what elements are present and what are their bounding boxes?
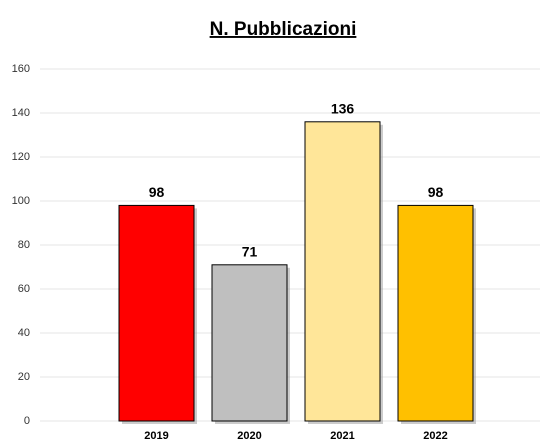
y-tick-label: 20 xyxy=(18,371,30,383)
x-tick-label: 2020 xyxy=(237,430,261,442)
x-tick-label: 2021 xyxy=(330,430,354,442)
bar xyxy=(118,204,195,422)
y-tick-label: 160 xyxy=(12,63,30,75)
value-label: 98 xyxy=(149,184,165,200)
x-tick-label: 2022 xyxy=(423,430,447,442)
bar xyxy=(304,121,381,422)
value-label: 71 xyxy=(242,244,258,260)
y-tick-label: 60 xyxy=(18,283,30,295)
y-tick-label: 100 xyxy=(12,195,30,207)
y-tick-label: 80 xyxy=(18,239,30,251)
value-label: 98 xyxy=(428,184,444,200)
y-tick-label: 120 xyxy=(12,151,30,163)
y-tick-label: 0 xyxy=(24,415,30,427)
y-tick-label: 40 xyxy=(18,327,30,339)
x-tick-label: 2019 xyxy=(144,430,168,442)
value-label: 136 xyxy=(331,101,355,117)
chart-title: N. Pubblicazioni xyxy=(210,19,357,40)
y-tick-label: 140 xyxy=(12,107,30,119)
bar xyxy=(211,264,288,422)
bar xyxy=(397,204,474,422)
